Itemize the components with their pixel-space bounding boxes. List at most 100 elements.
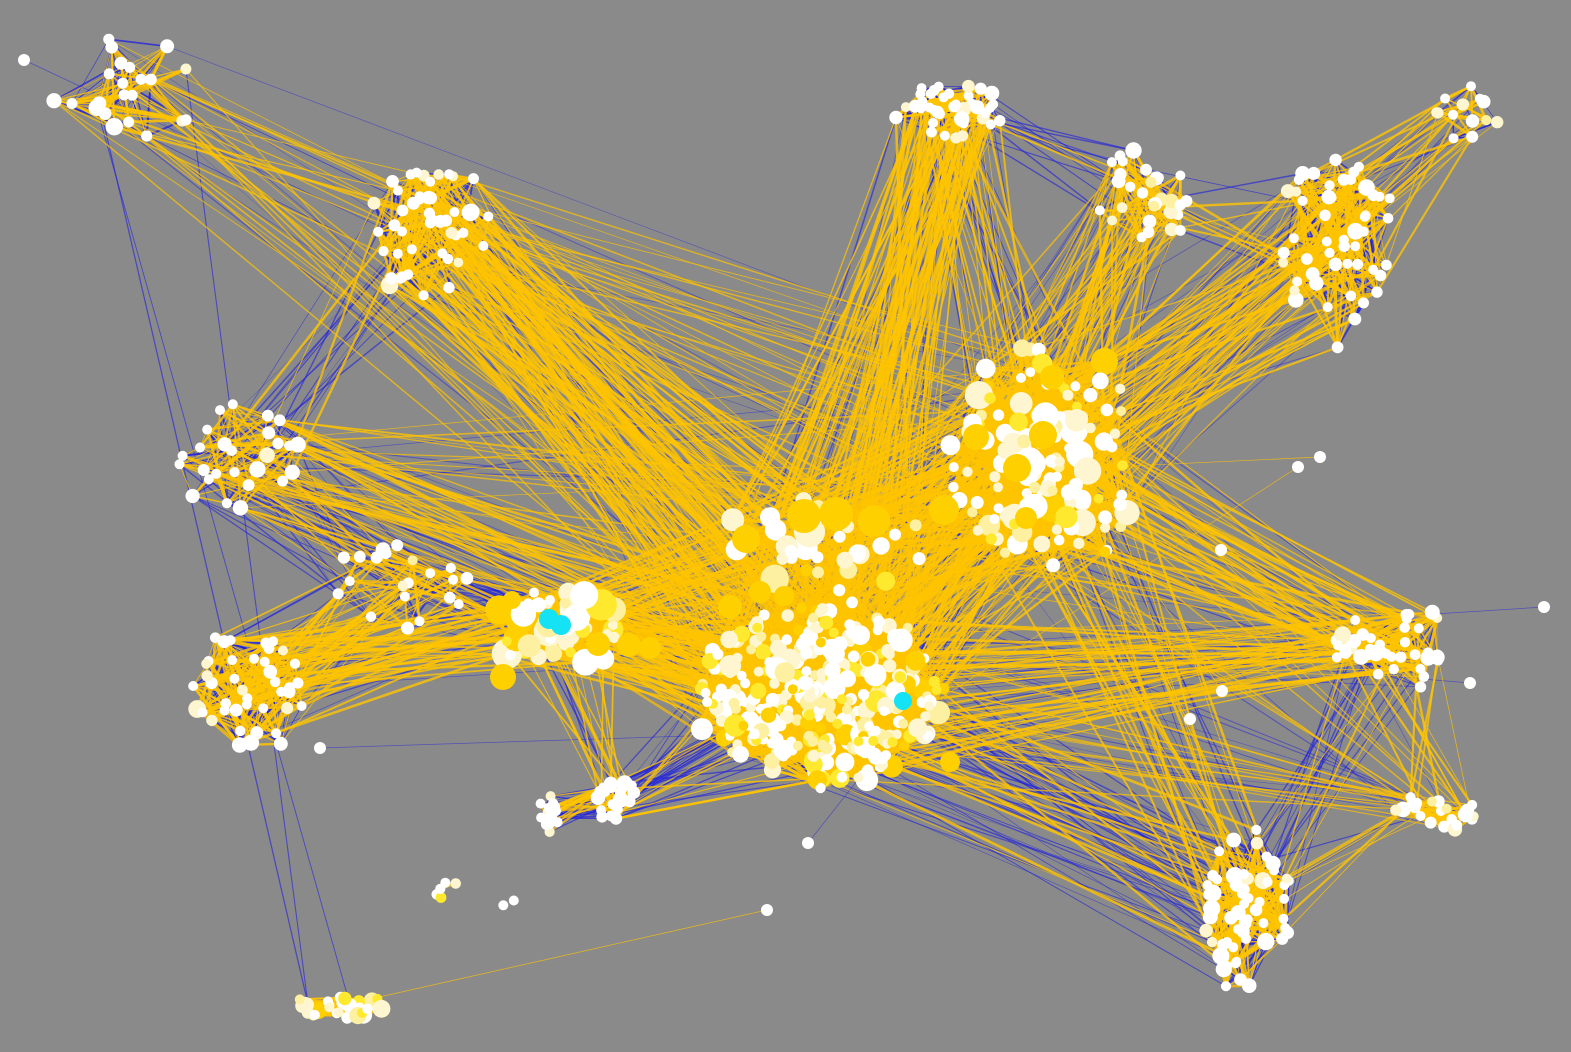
graph-node[interactable] [863, 663, 887, 687]
graph-node[interactable] [337, 551, 350, 564]
graph-node[interactable] [1251, 824, 1262, 836]
graph-node[interactable] [1368, 264, 1379, 275]
graph-node[interactable] [1456, 98, 1469, 111]
graph-node[interactable] [833, 530, 846, 543]
graph-node[interactable] [1280, 184, 1295, 199]
graph-node[interactable] [984, 392, 996, 404]
graph-node[interactable] [1094, 205, 1105, 216]
graph-node[interactable] [414, 616, 425, 627]
graph-node[interactable] [967, 507, 978, 518]
graph-node[interactable] [931, 685, 942, 695]
graph-node[interactable] [1220, 981, 1232, 992]
graph-node[interactable] [736, 670, 747, 681]
graph-node[interactable] [278, 645, 288, 656]
graph-node[interactable] [774, 719, 787, 732]
graph-node[interactable] [195, 442, 205, 453]
graph-node[interactable] [449, 207, 460, 218]
graph-node[interactable] [284, 464, 300, 480]
graph-node[interactable] [215, 405, 225, 416]
graph-node[interactable] [277, 475, 289, 487]
graph-node[interactable] [740, 678, 751, 689]
graph-node[interactable] [1538, 601, 1550, 613]
graph-node[interactable] [414, 194, 425, 205]
graph-node[interactable] [905, 651, 926, 671]
graph-node[interactable] [1125, 181, 1136, 192]
graph-node[interactable] [1053, 534, 1065, 546]
graph-node[interactable] [800, 564, 813, 577]
graph-node[interactable] [940, 752, 960, 772]
graph-node[interactable] [962, 79, 975, 93]
graph-node[interactable] [838, 670, 857, 688]
graph-node[interactable] [894, 671, 906, 683]
graph-node[interactable] [787, 499, 821, 533]
graph-node[interactable] [716, 732, 726, 743]
graph-node[interactable] [962, 466, 973, 477]
graph-node[interactable] [1202, 909, 1218, 925]
graph-node[interactable] [543, 802, 555, 814]
graph-node[interactable] [1051, 524, 1063, 535]
graph-node[interactable] [807, 749, 820, 762]
graph-node[interactable] [1365, 633, 1376, 644]
graph-node[interactable] [1100, 403, 1114, 417]
graph-node[interactable] [225, 635, 236, 646]
graph-node[interactable] [433, 214, 447, 228]
graph-node[interactable] [226, 445, 237, 457]
graph-node[interactable] [749, 581, 771, 603]
graph-node[interactable] [545, 595, 555, 605]
graph-node[interactable] [889, 110, 903, 125]
graph-node[interactable] [1142, 226, 1155, 239]
graph-node[interactable] [1358, 179, 1375, 196]
graph-node[interactable] [392, 248, 403, 259]
graph-node[interactable] [426, 213, 437, 224]
graph-node[interactable] [535, 798, 546, 809]
graph-node[interactable] [1448, 109, 1459, 120]
graph-node[interactable] [1013, 339, 1031, 358]
graph-node[interactable] [908, 718, 928, 738]
graph-node[interactable] [1109, 428, 1121, 439]
graph-node[interactable] [972, 525, 984, 536]
graph-node[interactable] [1390, 804, 1402, 816]
graph-node[interactable] [188, 681, 199, 691]
graph-node[interactable] [596, 805, 607, 816]
graph-node[interactable] [899, 740, 910, 751]
graph-node[interactable] [778, 751, 789, 762]
graph-node[interactable] [1307, 166, 1321, 180]
graph-node[interactable] [1062, 389, 1074, 401]
graph-node[interactable] [819, 615, 834, 630]
graph-node[interactable] [272, 437, 284, 450]
graph-node[interactable] [242, 479, 255, 491]
graph-node[interactable] [1491, 116, 1504, 129]
graph-node[interactable] [1467, 799, 1478, 811]
graph-node[interactable] [1054, 456, 1065, 467]
graph-node[interactable] [1250, 836, 1264, 850]
graph-node[interactable] [781, 634, 793, 645]
graph-node[interactable] [1016, 372, 1026, 383]
graph-node[interactable] [853, 736, 864, 747]
graph-node[interactable] [873, 615, 885, 628]
graph-node[interactable] [1464, 677, 1476, 689]
graph-node[interactable] [324, 1002, 335, 1013]
graph-node[interactable] [388, 219, 401, 232]
graph-node[interactable] [235, 725, 246, 737]
graph-node[interactable] [290, 436, 306, 453]
graph-node[interactable] [623, 795, 636, 808]
graph-node[interactable] [836, 771, 848, 783]
graph-node[interactable] [1374, 269, 1387, 282]
graph-node[interactable] [985, 533, 997, 545]
graph-node[interactable] [227, 655, 238, 666]
graph-node[interactable] [1214, 846, 1225, 857]
graph-node[interactable] [468, 173, 479, 185]
graph-node[interactable] [787, 684, 798, 695]
graph-node[interactable] [210, 632, 221, 643]
graph-node[interactable] [445, 226, 458, 239]
graph-node[interactable] [249, 461, 266, 478]
graph-node[interactable] [720, 630, 738, 649]
graph-node[interactable] [258, 703, 269, 714]
graph-node[interactable] [284, 440, 295, 451]
graph-node[interactable] [105, 118, 124, 136]
graph-node[interactable] [989, 514, 1000, 524]
graph-node[interactable] [565, 647, 576, 658]
graph-node[interactable] [1148, 200, 1160, 212]
graph-node[interactable] [994, 115, 1006, 127]
graph-node[interactable] [1068, 478, 1083, 493]
